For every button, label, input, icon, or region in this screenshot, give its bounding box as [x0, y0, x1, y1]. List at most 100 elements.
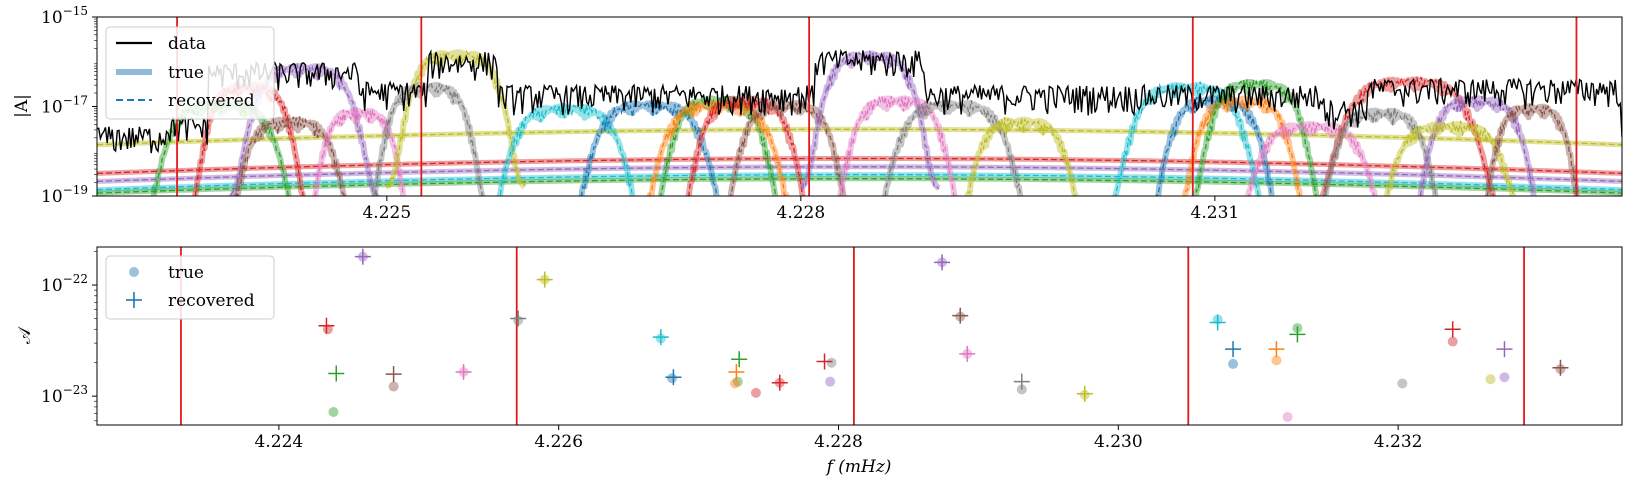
- true-point-9: [667, 373, 678, 384]
- recovered-point-1: [318, 317, 335, 334]
- source-recovered-22: [1248, 121, 1375, 196]
- source-true-25: [1417, 95, 1537, 196]
- source-true-26: [1383, 121, 1516, 196]
- legend-recovered-label: recovered: [168, 91, 255, 111]
- bottom-axes-frame: [96, 246, 1623, 426]
- bottom-legend: true recovered: [105, 255, 275, 320]
- recovered-point-12: [771, 374, 788, 391]
- true-point-28: [1485, 374, 1496, 385]
- source-recovered-7: [373, 80, 483, 196]
- recovered-point-7: [536, 271, 553, 288]
- true-point-11: [729, 378, 740, 389]
- broad-recovered-curve: [97, 128, 1622, 146]
- true-point-29: [1499, 372, 1510, 383]
- source-recovered-25: [1418, 95, 1536, 196]
- true-point-27: [1447, 336, 1458, 347]
- recovered-point-5: [455, 363, 472, 380]
- source-recovered-20: [1184, 96, 1301, 196]
- recovered-point-13: [816, 353, 833, 370]
- top-plot-area: [97, 48, 1622, 196]
- recovered-point-8: [652, 329, 669, 346]
- source-recovered-4: [235, 116, 345, 196]
- recovered-point-11: [728, 363, 745, 380]
- recovered-point-15: [952, 307, 969, 324]
- recovered-point-20: [1225, 341, 1242, 358]
- recovered-point-18: [1076, 385, 1093, 402]
- top-ytick-label: 10−15: [41, 4, 88, 28]
- true-point-4: [388, 381, 399, 392]
- source-recovered-15: [839, 95, 955, 196]
- top-legend-box: [105, 26, 275, 120]
- bottom-ytick-label: 10−22: [41, 272, 88, 296]
- recovered-point-24: [1496, 341, 1513, 358]
- true-point-15: [825, 376, 836, 387]
- true-point-2: [328, 407, 339, 418]
- source-recovered-26: [1384, 120, 1514, 196]
- recovered-point-22: [1289, 326, 1306, 343]
- true-point-22: [1228, 358, 1239, 369]
- top-xtick-label: 4.225: [362, 203, 411, 223]
- true-point-26: [1397, 378, 1408, 389]
- bottom-red-lines: [180, 247, 1525, 425]
- recovered-point-3: [354, 248, 371, 265]
- legend-recovered-points-label: recovered: [168, 291, 255, 311]
- legend-data-label: data: [168, 34, 206, 54]
- recovered-point-25: [1552, 359, 1569, 376]
- legend-true-label: true: [168, 63, 204, 83]
- recovered-point-9: [665, 369, 682, 386]
- source-recovered-9: [580, 99, 718, 196]
- bottom-ticks: 4.224 4.226 4.228 4.230 4.232 10−22 10−23: [41, 251, 1423, 452]
- top-ticks: 4.225 4.228 4.231 10−15 10−17 10−19: [41, 4, 1239, 223]
- recovered-point-6: [510, 310, 527, 327]
- bottom-xlabel: f (mHz): [825, 457, 892, 477]
- true-point-14: [826, 357, 837, 368]
- bottom-xtick-label: 4.224: [255, 432, 304, 452]
- recovered-point-17: [1013, 373, 1030, 390]
- top-xtick-label: 4.231: [1191, 203, 1240, 223]
- source-true-20: [1181, 95, 1303, 196]
- true-point-10: [732, 376, 743, 387]
- recovered-point-14: [934, 254, 951, 271]
- broad-recovered-curve: [97, 178, 1622, 194]
- bottom-legend-box: [105, 255, 275, 320]
- legend-true-marker: [129, 267, 139, 277]
- source-true-5: [312, 107, 407, 196]
- source-recovered-24: [1325, 107, 1437, 196]
- bottom-xtick-label: 4.230: [1094, 432, 1143, 452]
- recovered-point-16: [959, 345, 976, 362]
- recovered-point-10: [731, 351, 748, 368]
- true-point-12: [750, 387, 761, 398]
- source-recovered-12: [687, 95, 805, 196]
- source-recovered-13: [730, 99, 845, 196]
- bottom-plot-area: [318, 248, 1569, 422]
- source-recovered-16: [884, 99, 1022, 196]
- top-panel: 4.225 4.228 4.231 10−15 10−17 10−19 |A| data …: [12, 4, 1623, 223]
- bottom-xtick-label: 4.226: [534, 432, 583, 452]
- source-true-22: [1245, 120, 1378, 196]
- source-true-27: [1484, 103, 1580, 196]
- recovered-point-21: [1268, 341, 1285, 358]
- recovered-point-2: [328, 365, 345, 382]
- true-point-23: [1271, 355, 1282, 366]
- legend-true-points-label: true: [168, 263, 204, 283]
- source-true-16: [882, 99, 1024, 196]
- top-legend: data true recovered: [105, 26, 275, 120]
- data-line: [97, 48, 1622, 154]
- broad-recovered-curve: [97, 157, 1622, 175]
- source-recovered-8: [497, 102, 634, 196]
- source-recovered-21: [1194, 79, 1319, 196]
- bottom-ylabel: 𝒜: [15, 326, 35, 344]
- bottom-xtick-label: 4.228: [814, 432, 863, 452]
- legend-recovered-marker: [126, 292, 142, 308]
- top-ytick-label: 10−17: [41, 94, 88, 118]
- source-recovered-18: [1115, 81, 1260, 196]
- top-ytick-label: 10−19: [41, 183, 88, 207]
- bottom-xtick-label: 4.232: [1374, 432, 1423, 452]
- source-recovered-23: [1322, 76, 1495, 196]
- recovered-point-23: [1444, 321, 1461, 338]
- source-recovered-27: [1486, 103, 1579, 196]
- source-recovered-5: [314, 107, 404, 196]
- top-xtick-label: 4.228: [777, 203, 826, 223]
- top-ylabel: |A|: [12, 94, 32, 118]
